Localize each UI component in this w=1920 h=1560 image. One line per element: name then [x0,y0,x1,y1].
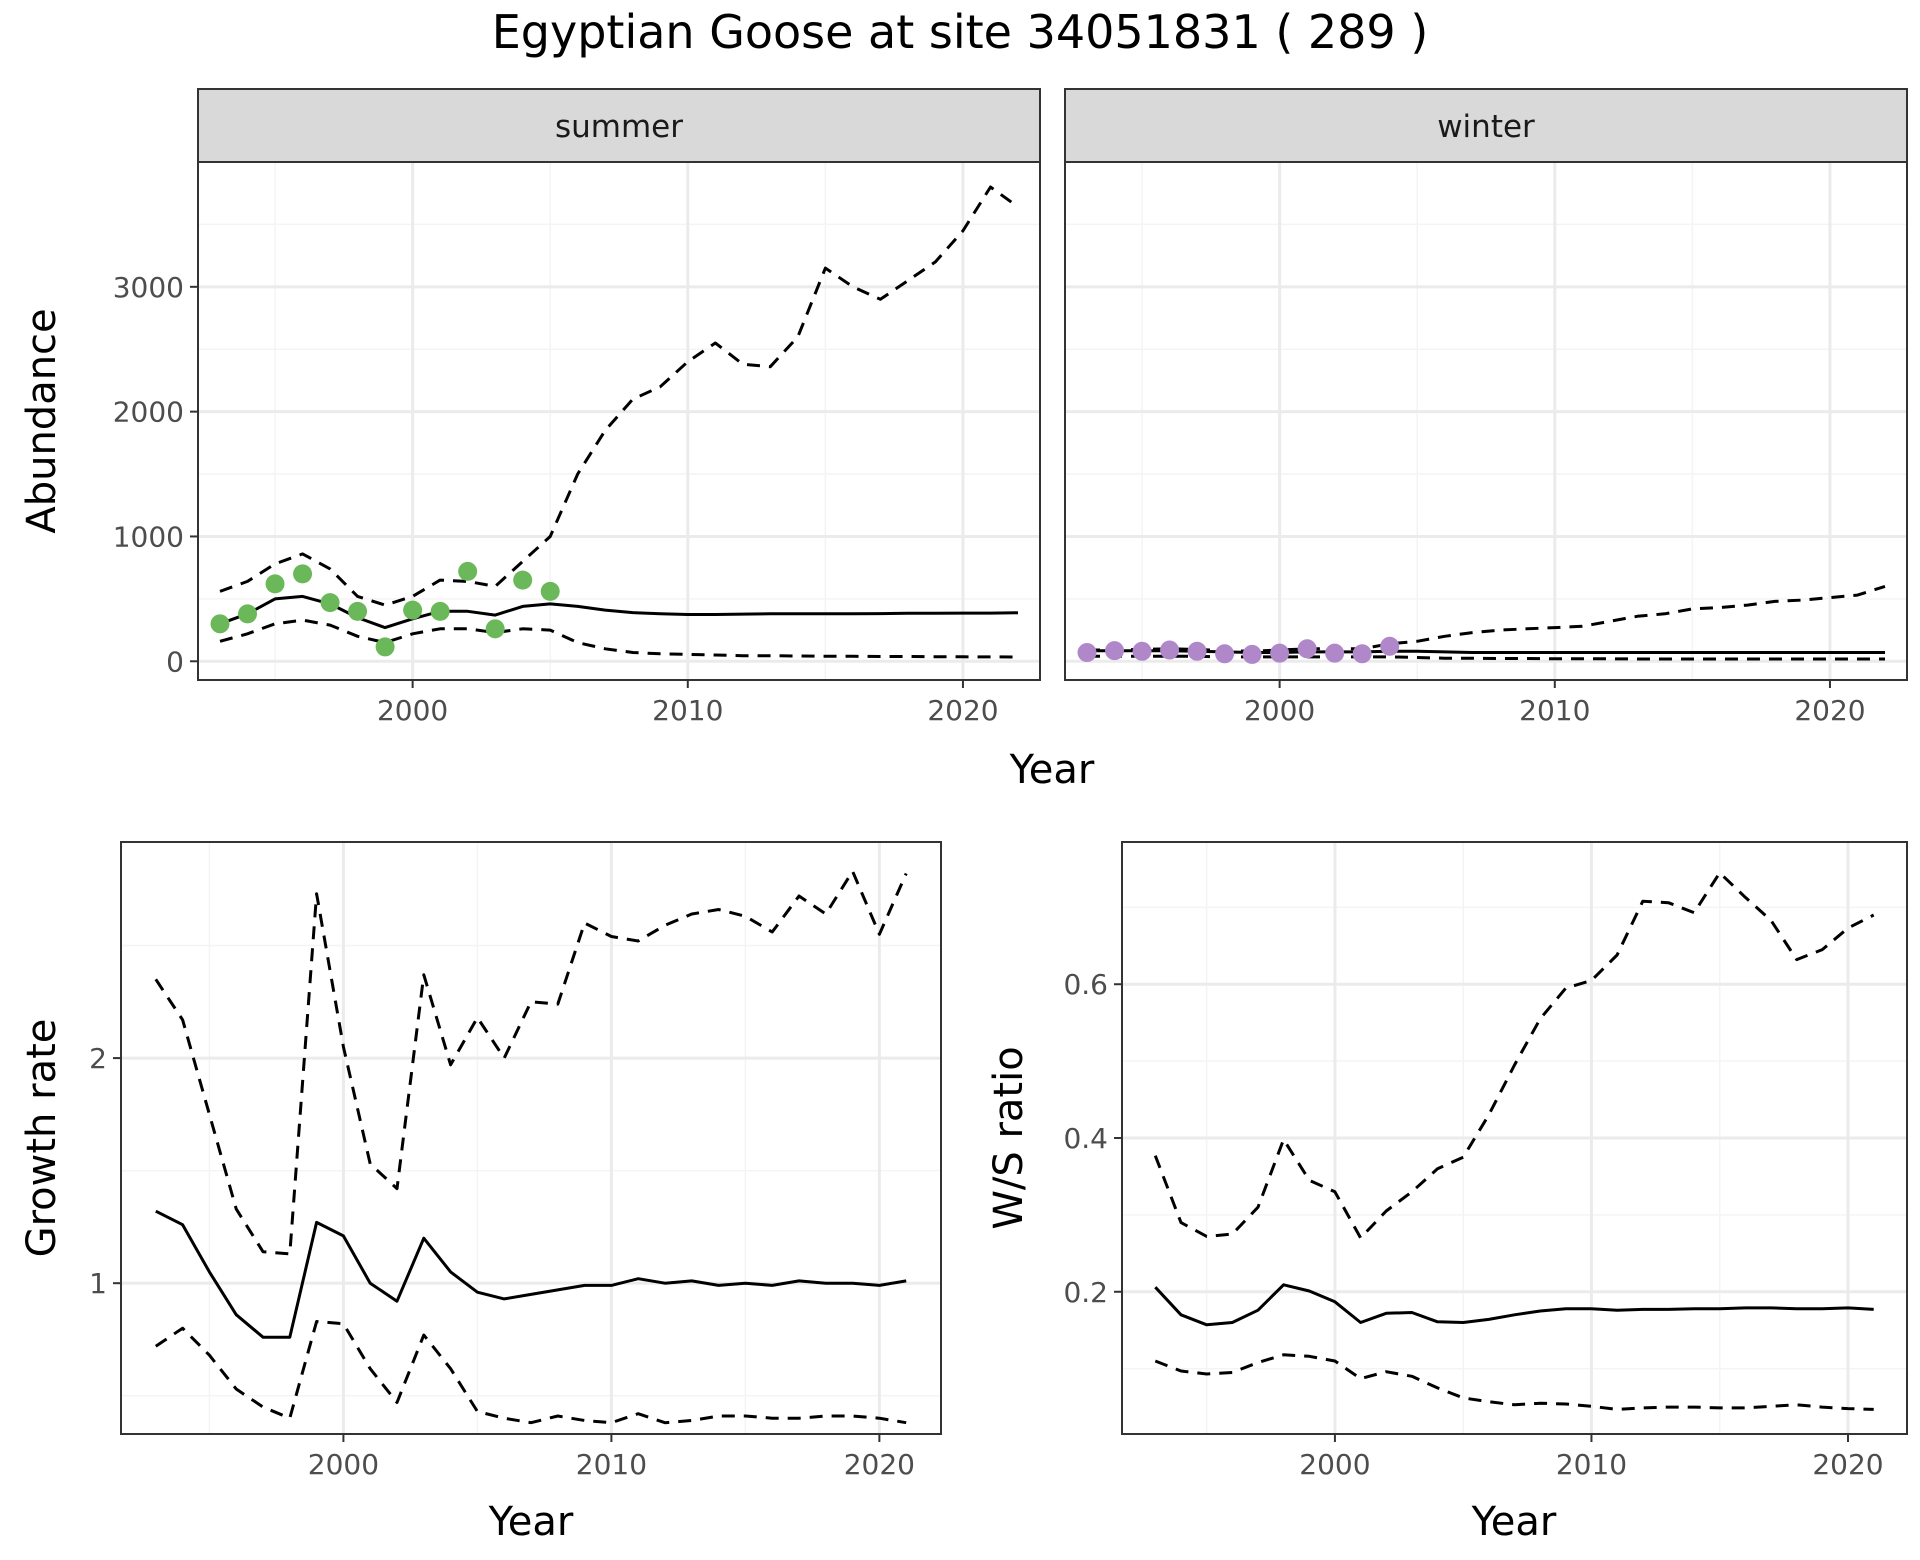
y-tick-label: 1000 [113,520,184,553]
count-point [1297,639,1317,659]
grid-growth-rate [121,842,941,1434]
count-point [238,604,258,624]
count-point [265,574,285,594]
panel-border-growth-rate [120,841,942,1435]
xticks-winter: 2000 2010 2020 [1244,680,1866,727]
ws-ratio-x-axis-title: Year [1471,1499,1557,1545]
plot-area-summer [198,162,1040,680]
count-point [1132,641,1152,661]
y-tick-label: 0 [166,645,184,678]
grid-summer [198,162,1040,680]
estimate-line-ws-ratio-0 [1154,1283,1874,1327]
strip-label-winter: winter [1437,109,1535,145]
series-ws-ratio [1153,871,1875,1411]
xticks-growth-rate: 2000 2010 2020 [308,1434,915,1481]
x-tick-label: 2010 [576,1448,647,1481]
interval-line-summer-2 [219,618,1019,659]
count-point [1270,643,1290,663]
count-point [1380,636,1400,656]
x-tick-label: 2000 [377,694,448,727]
count-point [540,581,560,601]
count-point [485,619,505,639]
count-point [1325,643,1345,663]
y-tick-label: 2 [89,1042,107,1075]
yticks-ws-ratio: 0.2 0.4 0.6 [1063,968,1122,1309]
count-point [1242,644,1262,664]
panel-ws-ratio: 0.2 0.4 0.6 2000 2010 2020 [1063,841,1908,1481]
interval-line-ws-ratio-1 [1153,871,1875,1240]
count-point [210,614,230,634]
xticks-ws-ratio: 2000 2010 2020 [1299,1434,1884,1481]
x-tick-label: 2020 [927,694,998,727]
y-tick-label: 2000 [113,396,184,429]
strip-label-summer: summer [555,109,683,145]
panel-summer: summer 0 1000 2000 3000 2000 2010 2020 [113,88,1041,727]
plot-area-growth-rate [121,842,941,1434]
growth-rate-y-axis-title: Growth rate [19,1019,65,1258]
grid-ws-ratio [1122,842,1907,1434]
count-point [1215,644,1235,664]
count-point [1352,644,1372,664]
yticks-growth-rate: 12 [89,1042,121,1300]
panel-winter: winter 2000 2010 2020 [1064,88,1908,727]
top-x-axis-title: Year [1009,747,1095,793]
interval-line-growth-rate-2 [154,1320,907,1425]
count-point [348,601,368,621]
count-point [513,570,533,590]
series-growth-rate [154,869,908,1425]
interval-line-summer-1 [219,185,1019,607]
x-tick-label: 2000 [1299,1448,1370,1481]
x-tick-label: 2020 [1794,694,1865,727]
strip-summer [197,88,1041,163]
interval-line-ws-ratio-2 [1154,1353,1874,1411]
estimate-line-growth-rate-0 [155,1209,907,1339]
x-tick-label: 2020 [1812,1448,1883,1481]
main-title: Egyptian Goose at site 34051831 ( 289 ) [492,5,1429,59]
count-point [1187,641,1207,661]
grid-winter [1065,162,1907,680]
count-point [320,593,340,613]
panel-border-summer [197,161,1041,681]
y-tick-label: 0.2 [1063,1276,1108,1309]
y-tick-label: 0.6 [1063,968,1108,1001]
x-tick-label: 2010 [652,694,723,727]
ws-ratio-y-axis-title: W/S ratio [986,1046,1032,1229]
count-point [1105,641,1125,661]
count-point [1077,643,1097,663]
count-point [403,600,423,620]
count-point [375,637,395,657]
y-tick-label: 0.4 [1063,1122,1108,1155]
strip-winter [1064,88,1908,163]
x-tick-label: 2010 [1519,694,1590,727]
growth-rate-x-axis-title: Year [488,1499,574,1545]
count-point [458,561,478,581]
count-point [1160,640,1180,660]
plot-area-winter [1065,162,1907,680]
panel-border-winter [1064,161,1908,681]
xticks-summer: 2000 2010 2020 [377,680,999,727]
y-tick-label: 1 [89,1267,107,1300]
interval-line-growth-rate-1 [154,869,908,1256]
yticks-summer: 0 1000 2000 3000 [113,271,198,678]
points-summer [210,561,560,657]
panel-growth-rate: 12 2000 2010 2020 [89,841,942,1481]
x-tick-label: 2020 [844,1448,915,1481]
x-tick-label: 2000 [1244,694,1315,727]
count-point [430,601,450,621]
x-tick-label: 2010 [1556,1448,1627,1481]
count-point [293,564,313,584]
top-y-axis-title: Abundance [19,308,65,533]
x-tick-label: 2000 [308,1448,379,1481]
points-winter [1077,636,1400,664]
y-tick-label: 3000 [113,271,184,304]
